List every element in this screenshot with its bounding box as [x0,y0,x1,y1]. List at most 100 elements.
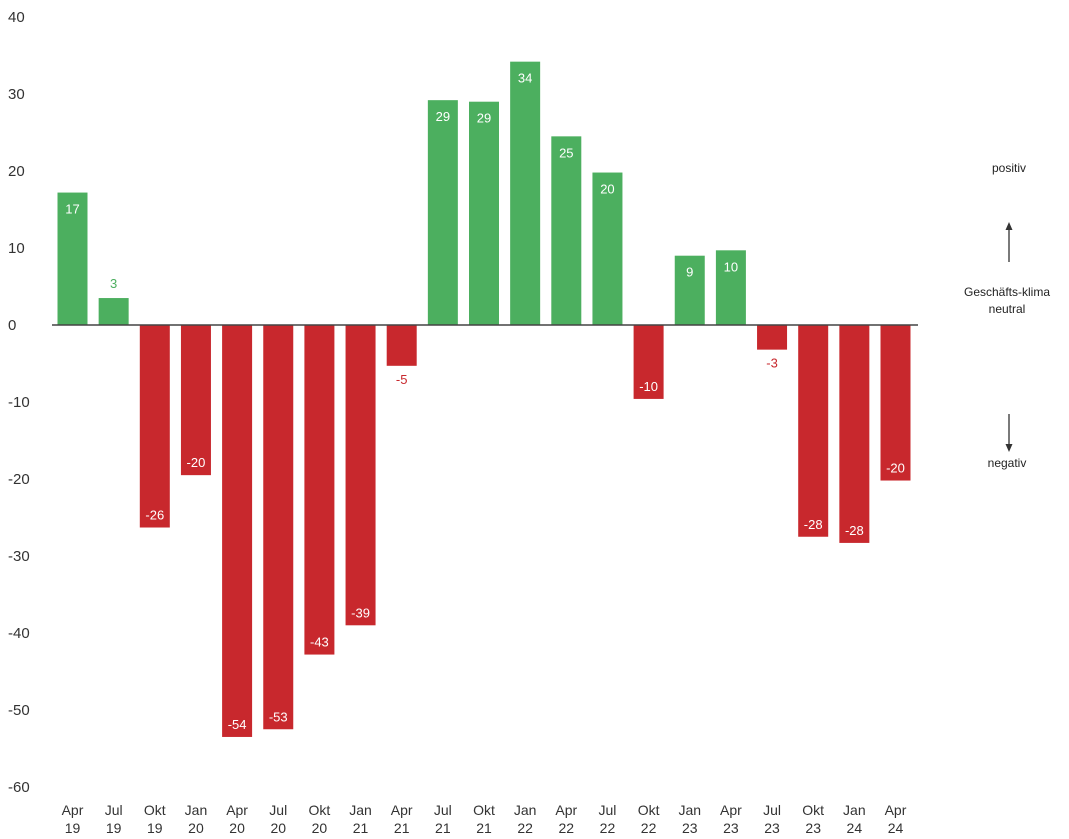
bar [633,325,664,399]
bars [57,61,911,737]
x-category-label: 19 [65,820,81,836]
bar-value-label: 10 [724,259,738,274]
x-category-label: Jul [763,802,781,818]
x-category-label: 19 [147,820,163,836]
bar-value-label: -20 [187,455,206,470]
bar [839,325,870,543]
x-category-label: Jan [678,802,701,818]
y-tick-label: 40 [8,9,25,26]
y-tick-label: -60 [8,779,30,796]
x-category-label: 24 [847,820,863,836]
bar-value-label: 9 [686,265,693,280]
x-category-label: Apr [885,802,907,818]
x-category-label: 23 [723,820,739,836]
bar [222,325,253,737]
x-category-label: Apr [62,802,84,818]
bar [180,325,211,476]
x-category-label: Jul [269,802,287,818]
x-category-label: Jan [514,802,537,818]
x-category-label: Apr [555,802,577,818]
bar-value-label: -5 [396,372,408,387]
y-tick-label: -40 [8,625,30,642]
x-category-label: Okt [144,802,166,818]
bar [263,325,294,730]
bar-data-labels: 17 3 -26 -20 -54 -53 -43 -39 -5 29 29 34 25 20 -10 9 10 -… [65,71,905,732]
annotation-neutral-line2: neutral [989,302,1026,316]
y-tick-label: 20 [8,163,25,180]
x-category-label: 22 [559,820,575,836]
side-annotations: positiv Geschäfts-klima neutral negativ [964,161,1050,470]
x-category-label: Apr [720,802,742,818]
annotation-positive: positiv [992,161,1026,175]
y-tick-label: -10 [8,394,30,411]
x-category-label: 24 [888,820,904,836]
arrow-up-icon [1005,222,1013,262]
bar-value-label: 34 [518,71,532,86]
y-tick-label: -50 [8,702,30,719]
bar [98,298,129,325]
bar-value-label: -20 [886,461,905,476]
bar [427,100,458,325]
bar-value-label: 29 [477,111,491,126]
x-category-label: 22 [600,820,616,836]
bar-value-label: -53 [269,709,288,724]
x-category-label: 19 [106,820,122,836]
x-category-label: 21 [394,820,410,836]
bar [139,325,170,528]
x-category-label: Okt [802,802,824,818]
bar-value-label: -10 [639,379,658,394]
bar [880,325,911,481]
annotation-neutral-line1: Geschäfts-klima [964,285,1050,299]
y-tick-label: 10 [8,240,25,257]
x-category-label: Okt [309,802,331,818]
x-category-label: Jul [434,802,452,818]
bar-value-label: -43 [310,635,329,650]
bar-value-label: -28 [804,517,823,532]
bar-value-label: -54 [228,717,247,732]
bar-value-label: -3 [766,356,778,371]
x-category-label: 21 [435,820,451,836]
bar [57,192,88,325]
bar [469,101,499,325]
bar-value-label: -28 [845,523,864,538]
x-category-label: 23 [764,820,780,836]
y-tick-label: -30 [8,548,30,565]
x-category-label: Apr [391,802,413,818]
bar [510,61,541,325]
bar [304,325,335,655]
y-axis-ticks: 40 30 20 10 0 -10 -20 -30 -40 -50 -60 [8,9,30,796]
y-tick-label: -20 [8,471,30,488]
x-category-label: 23 [682,820,698,836]
x-axis-categories: Apr 19 Jul 19 Okt 19 Jan 20 Apr 20 Jul 20 Okt 20 Jan 21… [62,802,907,836]
bar-value-label: -26 [145,508,164,523]
arrow-down-icon [1005,414,1013,452]
x-category-label: Apr [226,802,248,818]
x-category-label: 21 [353,820,369,836]
bar [551,136,582,325]
x-category-label: Jan [185,802,208,818]
bar [798,325,829,537]
x-category-label: 21 [476,820,492,836]
x-category-label: Jan [843,802,866,818]
x-category-label: 20 [270,820,286,836]
bar-value-label: 3 [110,276,117,291]
x-category-label: 20 [188,820,204,836]
x-category-label: Okt [473,802,495,818]
bar-value-label: -39 [351,605,370,620]
annotation-negative: negativ [988,456,1027,470]
y-tick-label: 30 [8,86,25,103]
x-category-label: 23 [805,820,821,836]
x-category-label: Jul [105,802,123,818]
bar [345,325,376,626]
bar [674,255,705,325]
x-category-label: Jan [349,802,372,818]
bar [386,325,417,366]
bar [715,250,746,325]
x-category-label: 22 [641,820,657,836]
x-category-label: Okt [638,802,660,818]
x-category-label: 20 [312,820,328,836]
bar-value-label: 25 [559,145,573,160]
x-category-label: 20 [229,820,245,836]
y-tick-label: 0 [8,317,16,334]
bar [757,325,788,350]
